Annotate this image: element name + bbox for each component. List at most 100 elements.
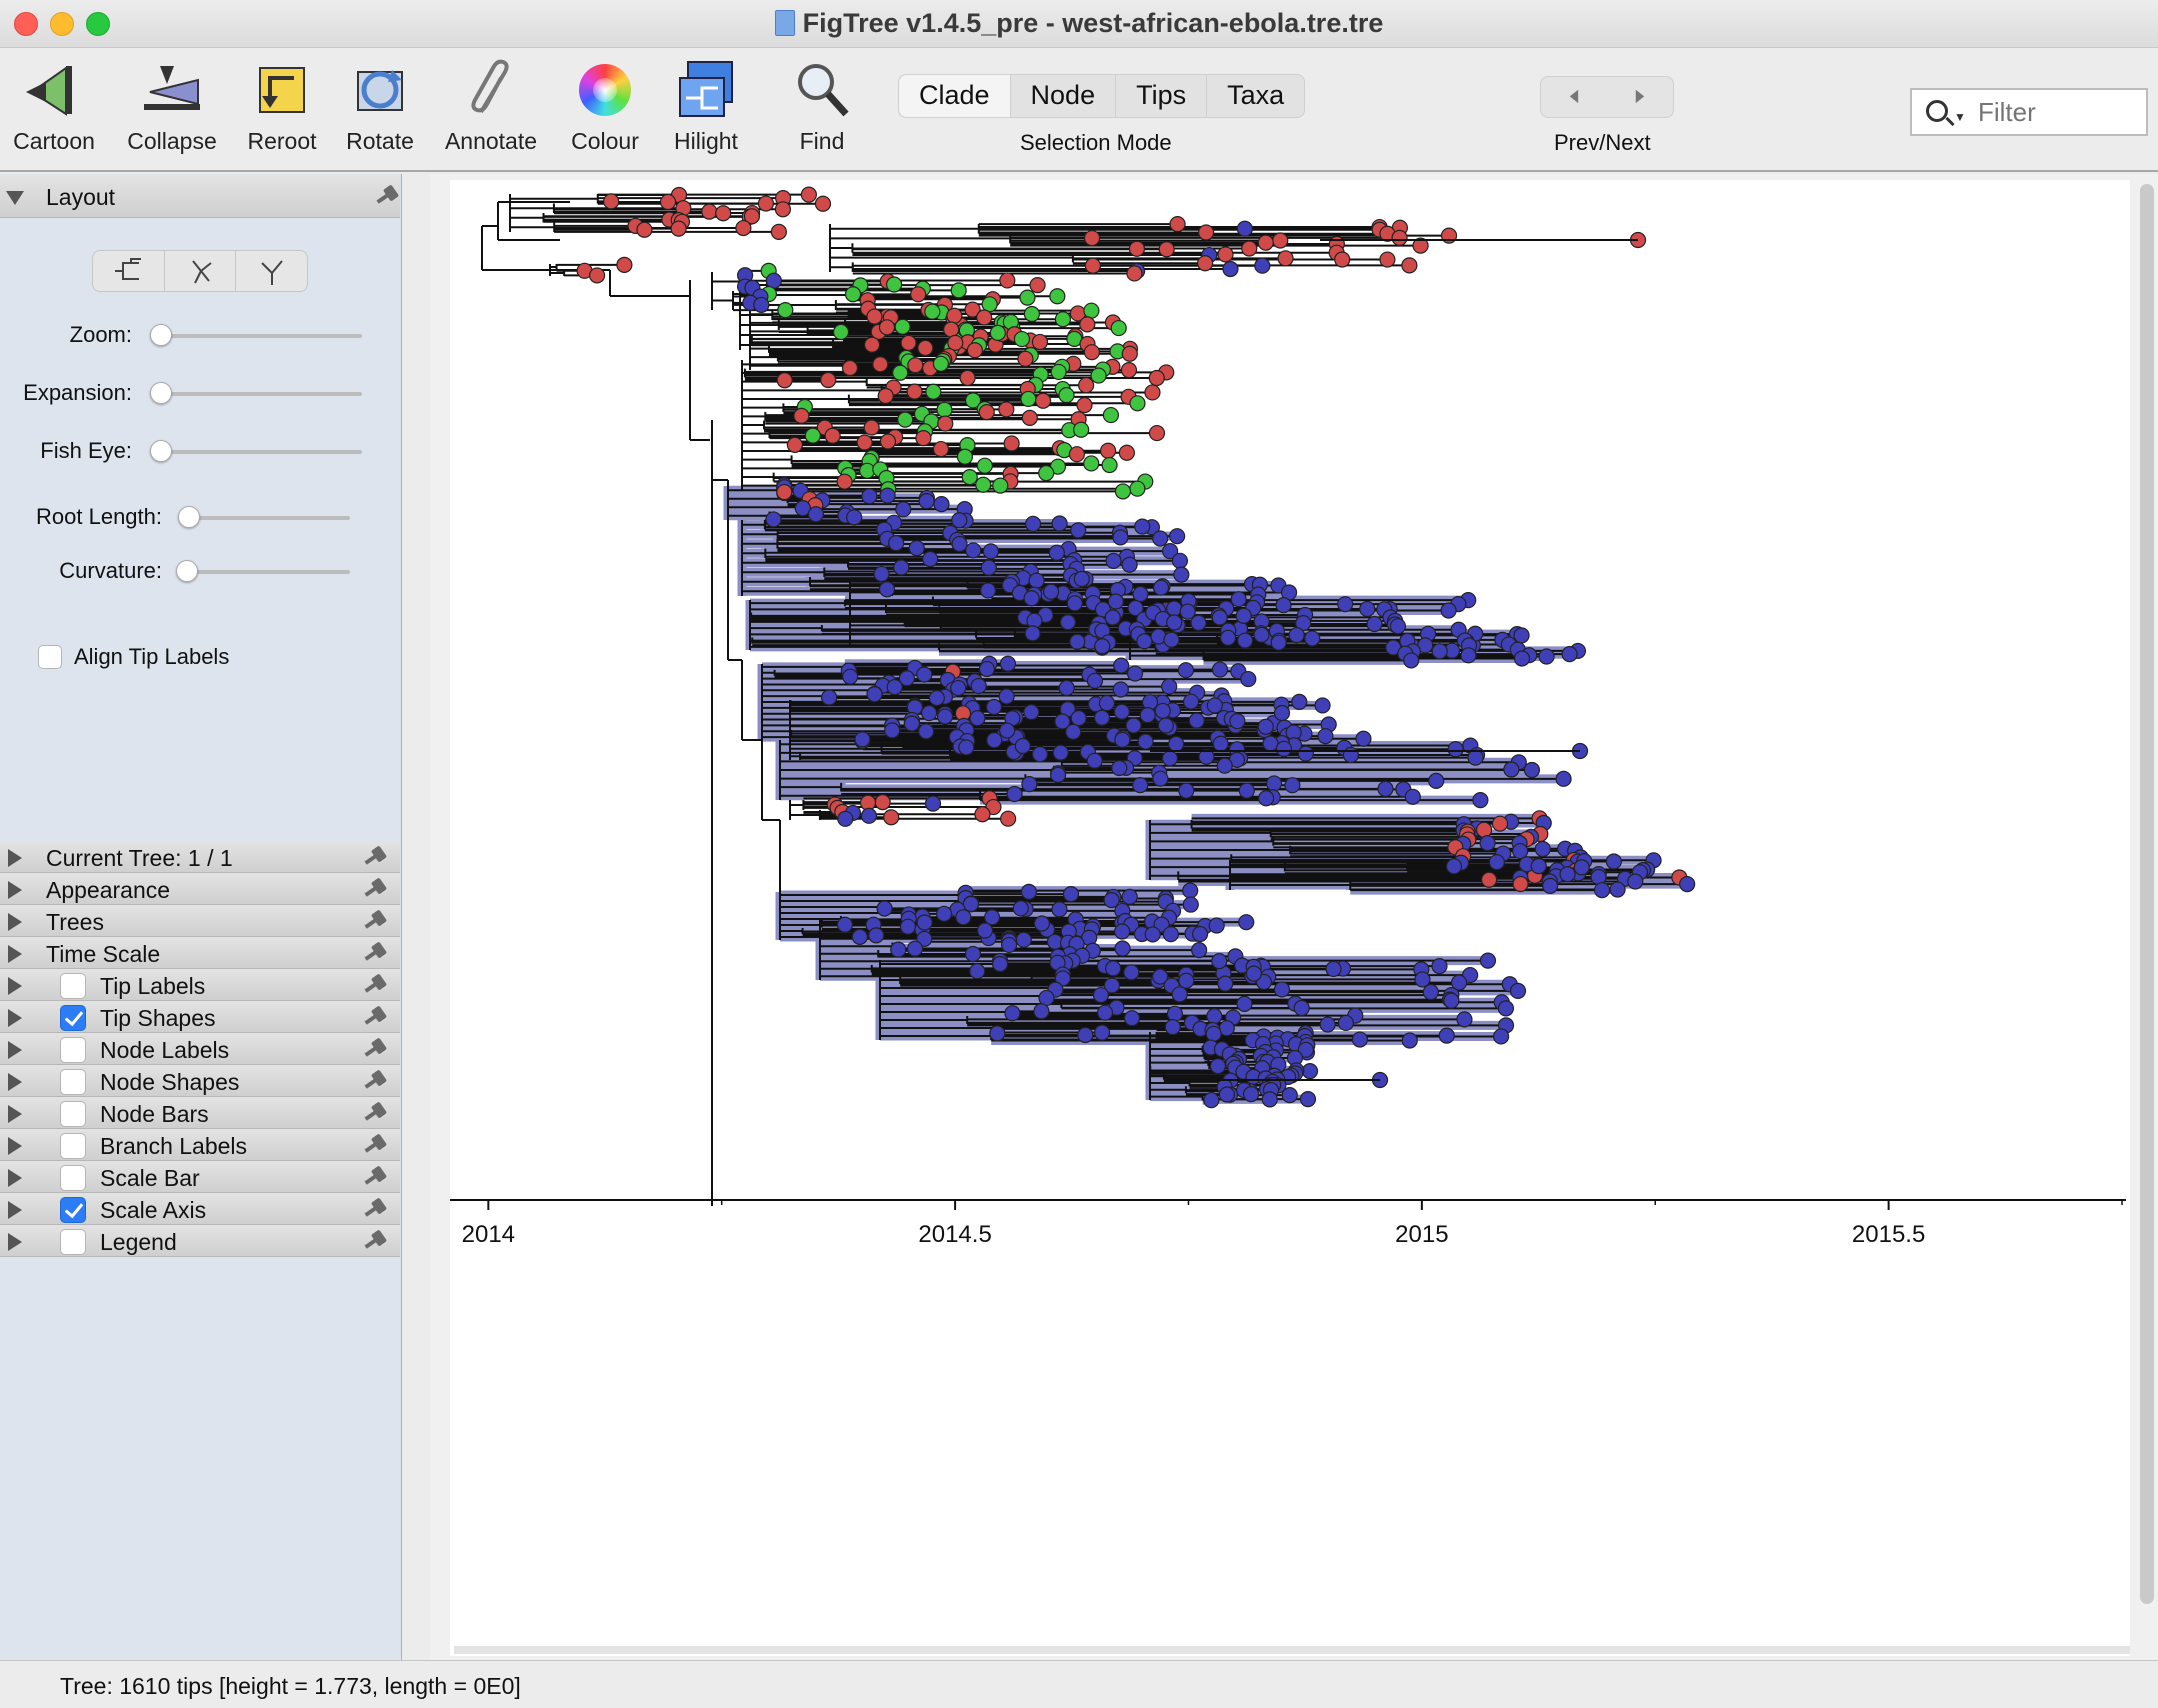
horizontal-scrollbar[interactable] xyxy=(454,1646,2130,1654)
panel-scale-bar[interactable]: Scale Bar xyxy=(0,1162,400,1193)
pin-icon[interactable] xyxy=(362,975,388,995)
panel-legend[interactable]: Legend xyxy=(0,1226,400,1257)
disclosure-closed-icon[interactable] xyxy=(8,977,22,995)
tree-canvas[interactable]: 2014 2014.5 2015 2015.5 xyxy=(450,180,2130,1656)
colour-button[interactable]: Colour xyxy=(562,58,648,155)
disclosure-closed-icon[interactable] xyxy=(8,913,22,931)
find-button[interactable]: Find xyxy=(780,58,864,155)
panel-trees[interactable]: Trees xyxy=(0,906,400,937)
disclosure-closed-icon[interactable] xyxy=(8,1137,22,1155)
panel-branch-labels[interactable]: Branch Labels xyxy=(0,1130,400,1161)
align-tip-labels-row[interactable]: Align Tip Labels xyxy=(38,644,229,670)
pin-icon[interactable] xyxy=(362,847,388,867)
selection-mode-node[interactable]: Node xyxy=(1011,75,1117,117)
fisheye-slider[interactable] xyxy=(150,440,172,462)
tip-shape xyxy=(1148,424,1166,442)
disclosure-closed-icon[interactable] xyxy=(8,1009,22,1027)
branch-labels-checkbox[interactable] xyxy=(60,1133,86,1159)
disclosure-closed-icon[interactable] xyxy=(8,1201,22,1219)
filter-field[interactable]: ▼ xyxy=(1910,88,2148,136)
panel-scale-axis[interactable]: Scale Axis xyxy=(0,1194,400,1225)
tip-shape xyxy=(821,689,838,706)
panel-node-bars[interactable]: Node Bars xyxy=(0,1098,400,1129)
pin-icon[interactable] xyxy=(362,879,388,899)
panel-layout[interactable]: Layout xyxy=(0,176,400,218)
zoom-track[interactable] xyxy=(152,334,362,338)
phylogenetic-tree[interactable]: 2014 2014.5 2015 2015.5 xyxy=(450,180,2130,1656)
zoom-slider[interactable] xyxy=(150,324,172,346)
tip-shape xyxy=(1240,670,1257,688)
tip-labels-checkbox[interactable] xyxy=(60,973,86,999)
rectangular-layout-button[interactable] xyxy=(93,251,165,291)
tip-shape xyxy=(970,677,987,695)
disclosure-closed-icon[interactable] xyxy=(8,1233,22,1251)
panel-appearance[interactable]: Appearance xyxy=(0,874,400,905)
expansion-slider[interactable] xyxy=(150,382,172,404)
scale-axis-checkbox[interactable] xyxy=(60,1197,86,1223)
tip-shape xyxy=(956,448,974,465)
align-tip-labels-checkbox[interactable] xyxy=(38,645,62,669)
disclosure-closed-icon[interactable] xyxy=(8,1041,22,1059)
pin-icon[interactable] xyxy=(374,186,388,206)
legend-checkbox[interactable] xyxy=(60,1229,86,1255)
pin-icon[interactable] xyxy=(362,1199,388,1219)
panel-node-shapes[interactable]: Node Shapes xyxy=(0,1066,400,1097)
annotate-button[interactable]: Annotate xyxy=(436,58,546,155)
tip-shape xyxy=(1208,917,1225,934)
vertical-scrollbar[interactable] xyxy=(2140,184,2154,1604)
disclosure-closed-icon[interactable] xyxy=(8,1169,22,1187)
panel-tip-shapes[interactable]: Tip Shapes xyxy=(0,1002,400,1033)
cartoon-button[interactable]: Cartoon xyxy=(8,58,100,155)
tip-shapes-checkbox[interactable] xyxy=(60,1005,86,1031)
rotate-button[interactable]: Rotate xyxy=(338,58,422,155)
node-shapes-checkbox[interactable] xyxy=(60,1069,86,1095)
pin-icon[interactable] xyxy=(362,943,388,963)
arrow-left-icon[interactable]: 🢐 xyxy=(1568,80,1580,113)
panel-current-tree-1-1[interactable]: Current Tree: 1 / 1 xyxy=(0,842,400,873)
pin-icon[interactable] xyxy=(362,1103,388,1123)
selection-mode-tips[interactable]: Tips xyxy=(1116,75,1208,117)
chevron-down-icon[interactable]: ▼ xyxy=(1954,110,1966,124)
disclosure-closed-icon[interactable] xyxy=(8,849,22,867)
node-bars-checkbox[interactable] xyxy=(60,1101,86,1127)
expansion-track[interactable] xyxy=(152,392,362,396)
disclosure-closed-icon[interactable] xyxy=(8,945,22,963)
collapse-button[interactable]: Collapse xyxy=(122,58,222,155)
pin-icon[interactable] xyxy=(362,1231,388,1251)
pin-icon[interactable] xyxy=(362,1167,388,1187)
pin-icon[interactable] xyxy=(362,1071,388,1091)
disclosure-open-icon[interactable] xyxy=(6,191,24,205)
arrow-right-icon[interactable]: 🢒 xyxy=(1634,80,1646,113)
panel-node-labels[interactable]: Node Labels xyxy=(0,1034,400,1065)
disclosure-closed-icon[interactable] xyxy=(8,1105,22,1123)
pin-icon[interactable] xyxy=(362,1039,388,1059)
pin-icon[interactable] xyxy=(362,1007,388,1027)
tip-shape xyxy=(1479,835,1496,852)
tip-shape xyxy=(824,427,841,444)
curvature-slider[interactable] xyxy=(176,560,198,582)
fisheye-track[interactable] xyxy=(152,450,362,454)
panel-tip-labels[interactable]: Tip Labels xyxy=(0,970,400,1001)
scale-bar-checkbox[interactable] xyxy=(60,1165,86,1191)
selection-mode-clade[interactable]: Clade xyxy=(899,75,1011,117)
disclosure-closed-icon[interactable] xyxy=(8,881,22,899)
reroot-button[interactable]: Reroot xyxy=(240,58,324,155)
panel-label: Node Labels xyxy=(100,1037,230,1063)
zoom-window-button[interactable] xyxy=(86,12,110,36)
radial-layout-button[interactable] xyxy=(236,251,307,291)
root-length-slider[interactable] xyxy=(178,506,200,528)
selection-mode-taxa[interactable]: Taxa xyxy=(1227,80,1285,110)
minimize-window-button[interactable] xyxy=(50,12,74,36)
curvature-track[interactable] xyxy=(182,570,350,574)
hilight-button[interactable]: Hilight xyxy=(664,58,748,155)
disclosure-closed-icon[interactable] xyxy=(8,1073,22,1091)
pin-icon[interactable] xyxy=(362,911,388,931)
tip-shape xyxy=(978,404,995,421)
node-labels-checkbox[interactable] xyxy=(60,1037,86,1063)
panel-time-scale[interactable]: Time Scale xyxy=(0,938,400,969)
root-length-track[interactable] xyxy=(182,516,350,520)
polar-layout-button[interactable] xyxy=(165,251,237,291)
close-window-button[interactable] xyxy=(14,12,38,36)
filter-input[interactable] xyxy=(1978,96,2138,128)
pin-icon[interactable] xyxy=(362,1135,388,1155)
